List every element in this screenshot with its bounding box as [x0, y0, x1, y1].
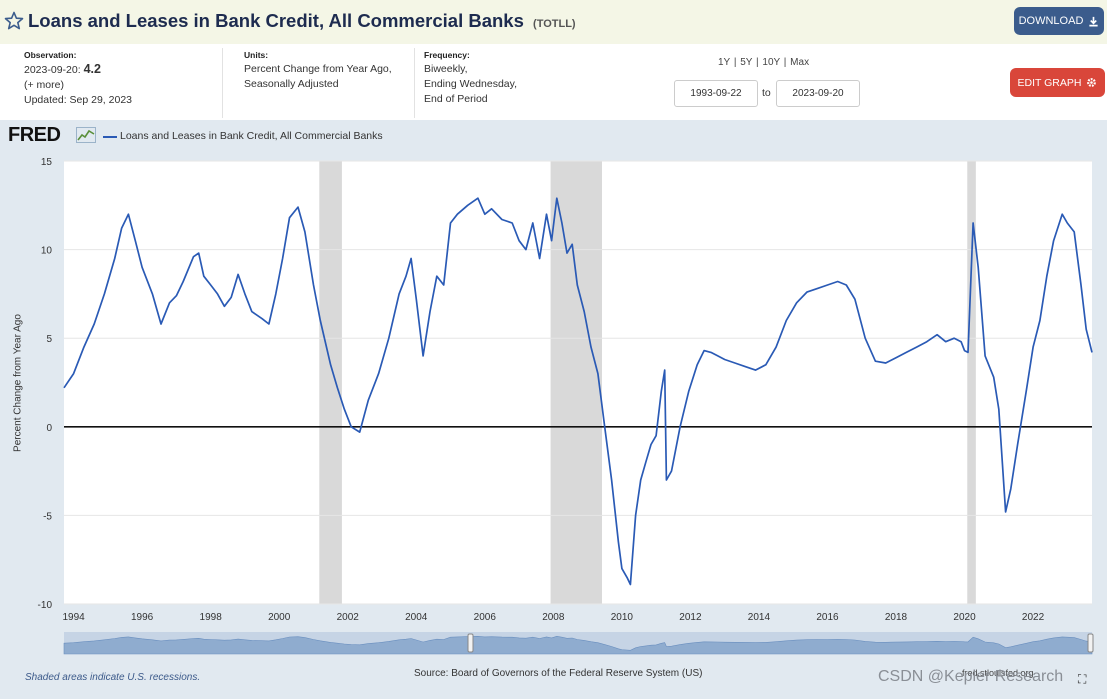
x-tick-label: 1994 — [62, 612, 85, 623]
chart-canvas: 15 10 5 0 -5 -10 1994 1996 1998 2000 2002 2004 2006… — [38, 157, 1094, 655]
series-code: (TOTLL) — [533, 18, 576, 30]
page-title: Loans and Leases in Bank Credit, All Com… — [28, 10, 576, 32]
download-label: DOWNLOAD — [1018, 15, 1084, 27]
units-block: Units: Percent Change from Year Ago, Sea… — [222, 48, 412, 118]
frequency-line2: Ending Wednesday, — [424, 78, 518, 90]
navigator-left-handle[interactable] — [467, 633, 474, 653]
x-tick-label: 2004 — [405, 612, 428, 623]
frequency-label: Frequency: — [424, 50, 470, 60]
navigator-right-handle[interactable] — [1087, 633, 1094, 653]
x-tick-label: 2022 — [1022, 612, 1045, 623]
units-label: Units: — [244, 50, 269, 60]
units-line2: Seasonally Adjusted — [244, 78, 339, 90]
gear-icon — [1087, 78, 1097, 87]
units-line1: Percent Change from Year Ago, — [244, 63, 392, 75]
x-tick-label: 1998 — [200, 612, 223, 623]
series-line — [63, 197, 1093, 586]
frequency-line3: End of Period — [424, 93, 488, 105]
recession-band-3 — [967, 161, 976, 604]
y-tick-label: -10 — [38, 600, 53, 611]
recession-band-2 — [550, 161, 602, 604]
download-icon — [1089, 16, 1099, 26]
watermark: CSDN @Kepler Research — [878, 668, 1064, 685]
series-title: Loans and Leases in Bank Credit, All Com… — [28, 10, 524, 31]
legend-swatch — [103, 136, 117, 138]
x-tick-label: 2006 — [474, 612, 497, 623]
x-tick-label: 2014 — [748, 612, 771, 623]
range-selector[interactable]: 1Y | 5Y | 10Y | Max — [718, 57, 810, 68]
expand-icon[interactable]: ⛶ — [1078, 672, 1087, 686]
x-tick-label: 2018 — [885, 612, 908, 623]
observation-block: Observation: 2023-09-20: 4.2 (+ more) Up… — [24, 48, 220, 118]
y-tick-label: 10 — [41, 246, 53, 257]
y-tick-label: 5 — [46, 334, 52, 345]
recession-note: Shaded areas indicate U.S. recessions. — [25, 672, 201, 683]
observation-value: 4.2 — [83, 62, 101, 76]
end-date-input[interactable]: 2023-09-20 — [776, 80, 860, 107]
date-to-label: to — [762, 87, 771, 99]
updated-date: Updated: Sep 29, 2023 — [24, 94, 133, 106]
x-tick-label: 2020 — [953, 612, 976, 623]
x-tick-label: 2016 — [816, 612, 839, 623]
x-tick-label: 2008 — [542, 612, 565, 623]
x-tick-label: 1996 — [131, 612, 154, 623]
x-tick-label: 2002 — [337, 612, 360, 623]
navigator-series — [63, 635, 1093, 655]
recession-bands — [319, 161, 976, 604]
y-tick-labels: 15 10 5 0 -5 -10 — [38, 157, 53, 611]
recession-band-1 — [319, 161, 342, 604]
fred-url[interactable]: fred.stlouisfed.org — [962, 668, 1034, 678]
download-button[interactable]: DOWNLOAD — [1014, 7, 1104, 35]
y-tick-label: 15 — [41, 157, 53, 168]
source-text: Source: Board of Governors of the Federa… — [414, 668, 703, 679]
y-tick-label: 0 — [46, 423, 52, 434]
x-tick-labels: 1994 1996 1998 2000 2002 2004 2006 2008 2010 2012… — [62, 612, 1044, 623]
more-link[interactable]: (+ more) — [24, 79, 64, 91]
observation-label: Observation: — [24, 50, 77, 60]
star-icon[interactable] — [4, 10, 24, 32]
frequency-line1: Biweekly, — [424, 63, 468, 75]
gridlines — [64, 160, 1092, 605]
fred-logo: FRED — [8, 124, 61, 146]
frequency-block: Frequency: Biweekly, Ending Wednesday, E… — [414, 48, 544, 118]
x-tick-label: 2012 — [679, 612, 702, 623]
edit-graph-label: EDIT GRAPH — [1017, 76, 1082, 89]
start-date-input[interactable]: 1993-09-22 — [674, 80, 758, 107]
x-tick-label: 2000 — [268, 612, 291, 623]
fred-logo-chart-icon — [76, 127, 96, 143]
legend-label: Loans and Leases in Bank Credit, All Com… — [120, 130, 383, 142]
y-tick-label: -5 — [43, 511, 52, 522]
edit-graph-button[interactable]: EDIT GRAPH — [1010, 68, 1105, 97]
observation-date: 2023-09-20: — [24, 64, 81, 76]
x-tick-label: 2010 — [611, 612, 634, 623]
title-bar — [0, 0, 1107, 44]
